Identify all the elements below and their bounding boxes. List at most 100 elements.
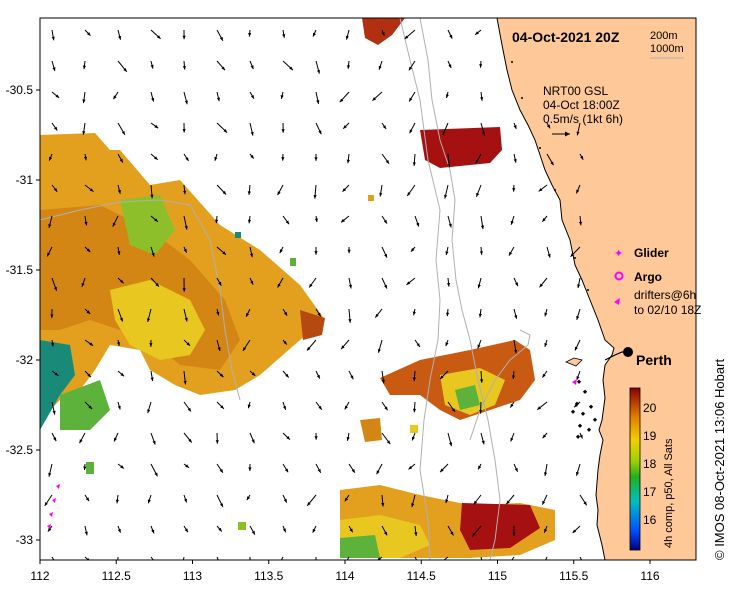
current-arrow (477, 339, 482, 349)
current-arrow (117, 463, 125, 469)
current-arrow (84, 494, 90, 502)
current-arrow (376, 463, 383, 475)
current-arrow (477, 277, 482, 289)
current-arrow (345, 29, 350, 40)
current-arrow (308, 277, 317, 288)
drifter-glyph (52, 498, 56, 503)
current-arrow (117, 277, 124, 284)
current-arrow (479, 60, 483, 68)
current-arrow (247, 401, 251, 409)
current-arrow (82, 122, 86, 135)
current-arrow (117, 153, 124, 163)
current-arrow (215, 215, 219, 224)
current-arrow (510, 432, 515, 442)
current-arrow (48, 215, 53, 229)
current-arrow (315, 370, 321, 379)
current-arrow (342, 122, 350, 130)
current-arrow (576, 308, 581, 320)
current-arrow (282, 308, 288, 316)
current-arrow (51, 370, 59, 377)
glider-legend-label: Glider (634, 246, 669, 260)
drifter-legend-icon (614, 298, 620, 305)
current-arrow (442, 122, 449, 136)
contour-shelf-south (469, 329, 531, 441)
current-arrow (150, 153, 159, 161)
current-arrow (479, 246, 483, 255)
current-arrow (313, 184, 317, 199)
current-arrow (216, 339, 221, 352)
current-arrow (51, 401, 56, 415)
current-arrow (84, 308, 91, 315)
current-arrow (117, 401, 121, 410)
current-arrow (150, 432, 156, 445)
x-tick-label: 113 (183, 569, 202, 583)
current-arrow (150, 525, 155, 534)
colorbar-tick: 19 (643, 429, 657, 443)
current-arrow (314, 247, 318, 255)
current-arrow (216, 556, 219, 560)
current-arrow (439, 463, 449, 473)
current-arrow (576, 370, 581, 381)
current-arrow (277, 184, 284, 196)
current-arrow (150, 463, 158, 477)
current-arrow (574, 339, 581, 351)
current-arrow (117, 122, 126, 136)
drifter-legend-label-1: drifters@6h (634, 288, 696, 302)
current-arrow (480, 215, 485, 230)
current-arrow (344, 401, 350, 410)
current-arrow (377, 339, 383, 353)
y-tick-label: -31 (16, 173, 34, 187)
sst-patches (40, 18, 555, 558)
current-arrow (249, 277, 254, 285)
sst-speck-5 (368, 195, 374, 201)
current-arrow (216, 246, 227, 256)
current-arrow (372, 91, 383, 101)
current-arrow (315, 122, 322, 135)
current-arrow (505, 494, 515, 505)
current-arrow (84, 339, 94, 347)
current-arrow (445, 339, 449, 347)
current-arrow (348, 525, 354, 533)
current-arrow (182, 277, 186, 292)
current-arrow (414, 339, 421, 348)
current-arrow (281, 153, 285, 161)
current-arrow (447, 153, 451, 168)
current-info-scale: 0.5m/s (1kt 6h) (543, 112, 623, 126)
current-arrow (541, 494, 548, 505)
current-arrow (84, 246, 91, 253)
current-vectors (44, 29, 588, 560)
current-arrow (84, 215, 88, 226)
current-arrow (446, 308, 450, 317)
current-arrow (150, 277, 160, 288)
current-arrow (183, 308, 188, 322)
current-arrow (150, 122, 159, 129)
current-arrow (249, 556, 251, 560)
current-arrow (84, 525, 88, 536)
current-arrow (546, 153, 554, 166)
current-arrow (249, 246, 254, 258)
current-arrow (306, 494, 317, 507)
sst-speck-4 (238, 522, 246, 530)
current-arrow (183, 184, 187, 195)
current-arrow (117, 60, 128, 73)
x-tick-label: 112 (30, 569, 49, 583)
coast-islets (511, 61, 589, 291)
current-arrow (513, 122, 517, 130)
contour-west (40, 199, 241, 401)
current-arrow (282, 370, 290, 378)
current-arrow (439, 370, 449, 380)
current-arrow (546, 122, 551, 129)
current-arrow (183, 91, 188, 105)
colorbar-label: 4h comp, p50, All Sats (663, 438, 675, 548)
current-arrow (381, 494, 385, 507)
current-arrow (117, 525, 121, 533)
current-arrow (280, 556, 284, 560)
colorbar-tick: 20 (643, 401, 657, 415)
current-arrow (51, 60, 56, 72)
current-arrow (117, 184, 121, 194)
current-arrow (480, 432, 485, 445)
current-arrow (247, 184, 251, 195)
current-arrow (512, 370, 516, 380)
current-arrow (577, 277, 581, 289)
current-arrow (183, 401, 192, 412)
